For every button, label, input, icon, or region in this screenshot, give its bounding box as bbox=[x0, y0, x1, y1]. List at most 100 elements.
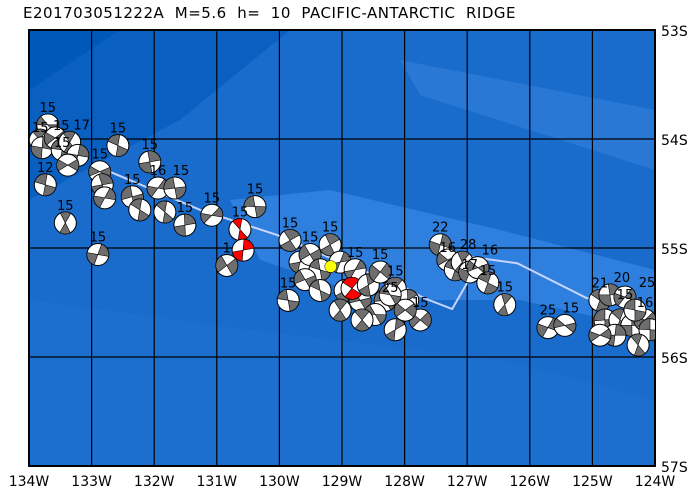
compression-quadrant bbox=[200, 213, 213, 224]
event-depth-label: 15 bbox=[53, 119, 70, 134]
compression-quadrant bbox=[477, 271, 493, 284]
event-depth-label: 15 bbox=[563, 301, 580, 316]
lon-tick-label: 134W bbox=[9, 474, 50, 490]
compression-quadrant bbox=[553, 317, 566, 329]
compression-quadrant bbox=[120, 185, 133, 200]
event-depth-label: 16 bbox=[482, 244, 499, 259]
compression-quadrant bbox=[59, 211, 72, 224]
event-depth-label: 25 bbox=[382, 281, 399, 296]
beachball bbox=[378, 283, 402, 307]
compression-quadrant bbox=[93, 195, 106, 208]
compression-quadrant bbox=[287, 299, 300, 312]
compression-quadrant bbox=[254, 206, 267, 218]
lon-tick-label: 131W bbox=[197, 474, 238, 490]
event-depth-label: 15 bbox=[90, 231, 107, 246]
compression-quadrant bbox=[173, 224, 186, 237]
event-depth-label: 15 bbox=[322, 221, 339, 236]
compression-quadrant bbox=[332, 309, 347, 322]
event-depth-label: 15 bbox=[142, 138, 159, 153]
event-depth-label: 15 bbox=[177, 201, 194, 216]
compression-quadrant bbox=[368, 264, 381, 282]
compression-quadrant bbox=[324, 233, 341, 246]
compression-quadrant bbox=[211, 206, 224, 218]
compression-quadrant bbox=[634, 309, 647, 322]
compression-quadrant bbox=[155, 200, 168, 213]
event-depth-label: 16 bbox=[637, 296, 654, 311]
beachball bbox=[553, 313, 577, 337]
event-depth-label: 15 bbox=[232, 205, 249, 220]
compression-quadrant bbox=[30, 145, 43, 160]
compression-quadrant bbox=[436, 252, 449, 266]
event-depth-label: 15 bbox=[124, 173, 141, 188]
event-depth-label: 28 bbox=[460, 238, 477, 253]
beachball bbox=[308, 279, 332, 303]
compression-quadrant bbox=[419, 311, 432, 328]
lat-tick-label: 55S bbox=[661, 242, 688, 258]
event-depth-label: 15 bbox=[302, 231, 319, 246]
beachball bbox=[318, 233, 342, 257]
lat-tick-label: 53S bbox=[661, 24, 688, 40]
beachball bbox=[626, 333, 650, 357]
compression-quadrant bbox=[638, 318, 651, 331]
compression-quadrant bbox=[309, 258, 321, 271]
map-frame bbox=[28, 29, 656, 467]
event-depth-label: 22 bbox=[432, 221, 449, 236]
event-depth-label: 25 bbox=[639, 276, 656, 291]
beachball bbox=[278, 228, 302, 252]
beachball bbox=[228, 217, 252, 241]
compression-quadrant bbox=[183, 213, 197, 226]
compression-quadrant bbox=[86, 252, 99, 266]
event-depth-label: 15 bbox=[32, 121, 49, 136]
beachball bbox=[106, 134, 130, 158]
lon-tick-label: 130W bbox=[259, 474, 300, 490]
axis-ticks: 134W 133W 132W 131W 130W 129W 128W 127W 126W 125W… bbox=[9, 24, 688, 490]
compression-quadrant bbox=[162, 211, 174, 224]
compression-quadrant bbox=[283, 229, 300, 241]
compression-quadrant bbox=[309, 279, 321, 292]
beachball bbox=[623, 298, 647, 322]
plate-boundary-line bbox=[104, 168, 611, 311]
compression-quadrant bbox=[598, 294, 612, 307]
compression-quadrant bbox=[386, 277, 403, 289]
beachball bbox=[476, 271, 500, 295]
graticule bbox=[29, 30, 655, 466]
compression-quadrant bbox=[649, 329, 655, 342]
compression-quadrant bbox=[458, 267, 471, 283]
beachball bbox=[163, 176, 187, 200]
compression-quadrant bbox=[614, 323, 627, 336]
compression-quadrant bbox=[276, 289, 289, 301]
compression-quadrant bbox=[389, 294, 402, 305]
compression-quadrant bbox=[62, 130, 76, 143]
compression-quadrant bbox=[243, 195, 256, 207]
compression-quadrant bbox=[298, 244, 311, 261]
main-event-epicenter bbox=[324, 260, 337, 273]
focal-mechanisms bbox=[29, 113, 655, 357]
compression-quadrant bbox=[613, 292, 626, 307]
compression-quadrant bbox=[630, 333, 643, 346]
compression-quadrant bbox=[483, 282, 499, 295]
event-depth-label: 15 bbox=[347, 246, 364, 261]
beachball bbox=[200, 203, 224, 227]
beachball bbox=[243, 195, 267, 219]
compression-quadrant bbox=[226, 258, 239, 276]
event-depth-label: 15 bbox=[282, 216, 299, 231]
event-depth-label: 15 bbox=[247, 183, 264, 198]
lon-tick-label: 132W bbox=[134, 474, 175, 490]
compression-quadrant bbox=[466, 260, 479, 272]
compression-quadrant bbox=[599, 328, 612, 340]
event-depth-label: 15 bbox=[496, 281, 513, 296]
compression-quadrant bbox=[404, 303, 417, 318]
beachball bbox=[56, 153, 80, 177]
beachball bbox=[93, 186, 117, 210]
event-depth-label: 15 bbox=[40, 101, 57, 116]
compression-quadrant bbox=[107, 134, 121, 146]
compression-quadrant bbox=[497, 304, 509, 316]
event-depth-label: 25 bbox=[540, 304, 557, 319]
compression-quadrant bbox=[88, 165, 101, 177]
compression-quadrant bbox=[56, 159, 69, 172]
compression-quadrant bbox=[97, 243, 110, 257]
lon-tick-label: 133W bbox=[71, 474, 112, 490]
event-depth-label: 15 bbox=[412, 296, 429, 311]
